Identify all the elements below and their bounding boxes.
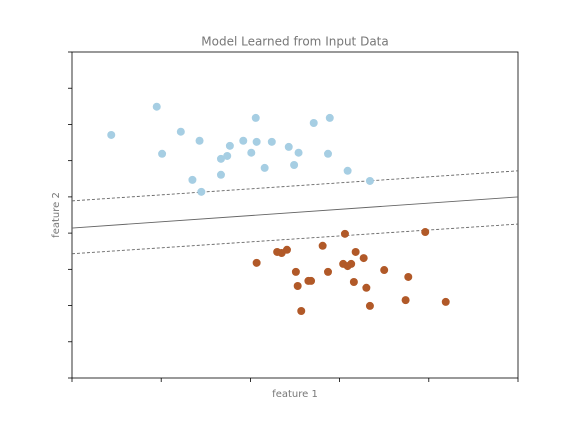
margin-line	[71, 170, 519, 202]
point	[152, 102, 161, 111]
point	[291, 267, 300, 276]
point	[282, 245, 291, 254]
point	[401, 296, 410, 305]
margin-line	[71, 223, 519, 255]
point	[309, 118, 318, 127]
point	[284, 142, 293, 151]
point	[239, 136, 248, 145]
plot-frame	[71, 51, 519, 379]
point	[347, 259, 356, 268]
point	[307, 276, 316, 285]
point	[349, 278, 358, 287]
point	[252, 258, 261, 267]
y-axis-label: feature 2	[51, 192, 62, 238]
point	[195, 136, 204, 145]
chart-title: Model Learned from Input Data	[201, 35, 388, 49]
point	[176, 127, 185, 136]
point	[247, 148, 256, 157]
point	[294, 148, 303, 157]
point	[251, 113, 260, 122]
x-axis-label: feature 1	[272, 389, 318, 400]
point	[324, 267, 333, 276]
point	[325, 113, 334, 122]
point	[290, 161, 299, 170]
point	[380, 266, 389, 275]
point	[260, 163, 269, 172]
point	[340, 229, 349, 238]
point	[351, 247, 360, 256]
point	[158, 149, 167, 158]
point	[404, 272, 413, 281]
point	[343, 166, 352, 175]
point	[297, 306, 306, 315]
point	[107, 130, 116, 139]
point	[267, 137, 276, 146]
point	[188, 175, 197, 184]
point	[252, 137, 261, 146]
point	[365, 176, 374, 185]
point	[216, 154, 225, 163]
point	[197, 187, 206, 196]
point	[223, 151, 232, 160]
point	[365, 301, 374, 310]
point	[441, 297, 450, 306]
point	[216, 170, 225, 179]
point	[318, 241, 327, 250]
point	[293, 281, 302, 290]
point	[225, 141, 234, 150]
point	[359, 254, 368, 263]
point	[324, 149, 333, 158]
point	[421, 228, 430, 237]
point	[362, 283, 371, 292]
decision-boundary	[71, 196, 519, 229]
